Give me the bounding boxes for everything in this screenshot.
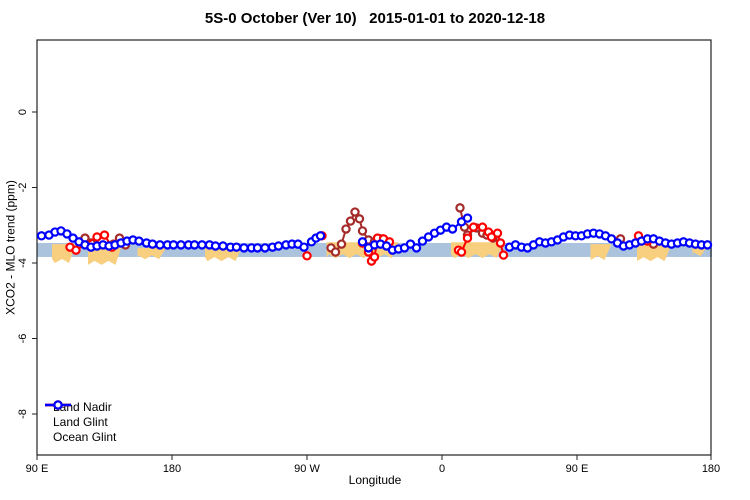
data-point-marker [492, 228, 503, 238]
data-point-marker [71, 245, 81, 255]
data-point-marker [357, 237, 368, 247]
data-point-marker [218, 241, 228, 251]
data-point-marker [357, 226, 368, 236]
legend-label-ocean-glint: Ocean Glint [53, 429, 117, 444]
x-axis-label: Longitude [348, 473, 402, 487]
data-point-marker [189, 240, 200, 250]
x-tick-label: 90 E [566, 463, 589, 475]
data-point-marker [99, 230, 110, 240]
x-tick-label: 90 E [26, 463, 49, 475]
x-tick-label: 0 [439, 463, 445, 475]
data-point-marker [336, 239, 347, 249]
data-point-marker [455, 203, 465, 213]
legend-label-land-glint: Land Glint [53, 414, 108, 429]
data-point-marker [147, 239, 158, 249]
x-tick-label: 180 [163, 463, 181, 475]
data-point-marker [341, 224, 351, 234]
data-point-marker [462, 233, 473, 243]
data-point-marker [62, 229, 72, 239]
x-axis: 90 E 180 90 W 0 90 E 180 [26, 455, 720, 475]
data-point-marker [239, 243, 249, 253]
data-point-marker [350, 207, 360, 217]
data-point-marker [417, 236, 428, 246]
ocean-glint-legend-marker [45, 400, 71, 410]
legend-item-land-glint: Land Glint [44, 400, 116, 429]
data-point-marker [273, 241, 284, 251]
data-point-marker [92, 232, 102, 242]
orange-patch [637, 244, 672, 262]
orange-patch [137, 247, 166, 260]
legend-label-land-nadir: Land Nadir [53, 399, 112, 414]
data-point-marker [411, 243, 422, 253]
data-point-marker [302, 251, 312, 261]
y-tick-label: 0 [17, 109, 29, 115]
data-point-marker [369, 252, 380, 262]
chart-title: 5S-0 October (Ver 10) 2015-01-01 to 2020… [204, 10, 546, 27]
data-point-marker [260, 243, 270, 253]
y-tick-label: -6 [17, 334, 29, 344]
y-tick-label: -2 [17, 183, 29, 193]
y-tick-label: -8 [17, 409, 29, 419]
x-tick-label: 90 W [294, 463, 320, 475]
data-point-marker [197, 240, 207, 250]
data-point-marker [299, 242, 309, 252]
data-point-marker [231, 242, 242, 252]
x-tick-label: 180 [702, 463, 720, 475]
series-land-glint [65, 222, 653, 266]
data-point-marker [134, 236, 144, 246]
data-point-marker [176, 240, 186, 250]
series-ocean-glint [36, 213, 713, 255]
data-point-marker [354, 214, 365, 224]
data-point-marker [456, 247, 467, 257]
data-point-marker [252, 243, 263, 253]
data-point-marker [495, 238, 506, 248]
y-tick-label: -4 [17, 258, 29, 268]
data-point-marker [498, 250, 509, 260]
y-axis: 0 -2 -4 -6 -8 [17, 109, 37, 419]
orange-patch [590, 244, 612, 260]
data-point-marker [210, 241, 221, 251]
data-point-marker [606, 234, 617, 244]
data-point-marker [345, 216, 356, 226]
data-point-marker [462, 213, 473, 223]
data-point-marker [702, 240, 713, 250]
data-point-marker [155, 240, 165, 250]
data-point-marker [168, 240, 179, 250]
legend-item-ocean-glint: Ocean Glint [44, 400, 117, 444]
data-point-marker [315, 231, 326, 241]
data-point-marker [477, 222, 488, 232]
data-point-marker [36, 231, 47, 241]
data-point-marker [330, 247, 341, 257]
data-point-marker [468, 222, 479, 232]
data-point-marker [381, 241, 392, 251]
data-point-marker [447, 224, 458, 234]
legend: Land Nadir Land Glint Ocean Glint [44, 399, 116, 444]
